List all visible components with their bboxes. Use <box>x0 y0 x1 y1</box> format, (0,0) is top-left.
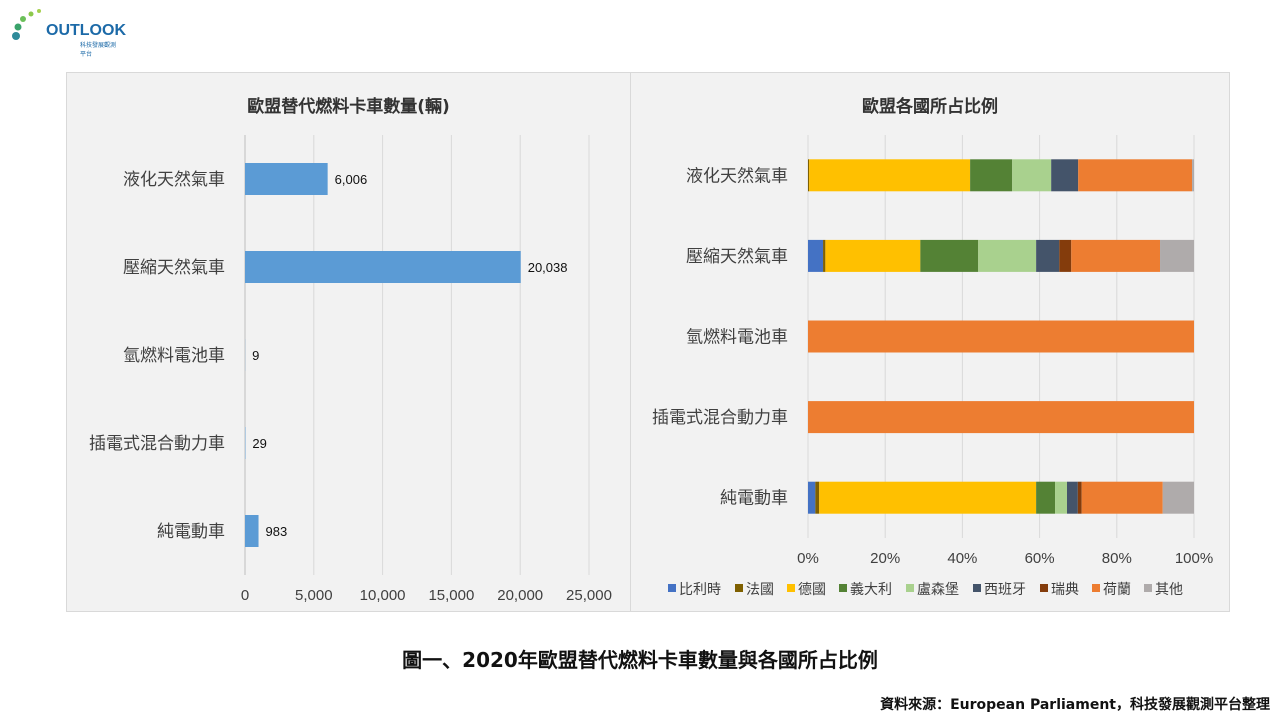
x-tick-label: 40% <box>947 550 977 567</box>
y-tick-label: 氫燃料電池車 <box>123 346 225 366</box>
bar-segment-荷蘭 <box>1081 481 1163 514</box>
bar-segment-其他 <box>1192 159 1194 192</box>
legend-label: 法國 <box>746 582 774 598</box>
bar-segment-荷蘭 <box>1071 239 1161 272</box>
legend-swatch <box>1092 584 1100 592</box>
legend-label: 西班牙 <box>984 582 1026 598</box>
bar-segment-其他 <box>1160 239 1194 272</box>
bar-segment-西班牙 <box>1036 239 1060 272</box>
bar-segment-西班牙 <box>1051 159 1079 192</box>
legend-swatch <box>668 584 676 592</box>
data-label: 6,006 <box>335 172 368 187</box>
bar-segment-盧森堡 <box>978 239 1037 272</box>
left-chart-title: 歐盟替代燃料卡車數量(輛) <box>247 97 450 117</box>
source-note: 資料來源：European Parliament，科技發展觀測平台整理 <box>880 697 1270 713</box>
y-tick-label: 純電動車 <box>157 522 225 542</box>
y-tick-label: 液化天然氣車 <box>123 170 225 190</box>
logo-subtitle: 科技發展觀測平台 <box>80 42 117 58</box>
right-chart-title: 歐盟各國所占比例 <box>862 97 998 117</box>
bar <box>245 515 259 547</box>
logo-text: OUTLOOK <box>46 22 126 39</box>
bar-segment-德國 <box>809 159 971 192</box>
bar-segment-其他 <box>1162 481 1194 514</box>
legend-swatch <box>1040 584 1048 592</box>
x-tick-label: 20,000 <box>497 587 543 604</box>
bar-segment-法國 <box>823 239 826 272</box>
bar-segment-荷蘭 <box>808 320 1194 353</box>
x-tick-label: 60% <box>1025 550 1055 567</box>
y-tick-label: 插電式混合動力車 <box>89 434 225 454</box>
bar-segment-法國 <box>808 159 810 192</box>
x-tick-label: 20% <box>870 550 900 567</box>
legend-swatch <box>973 584 981 592</box>
legend-swatch <box>735 584 743 592</box>
legend-label: 其他 <box>1155 582 1183 598</box>
bar-segment-義大利 <box>970 159 1013 192</box>
data-label: 20,038 <box>528 260 568 275</box>
y-tick-label: 氫燃料電池車 <box>686 328 788 348</box>
y-tick-label: 插電式混合動力車 <box>652 408 788 428</box>
x-tick-label: 0 <box>241 587 249 604</box>
legend-label: 比利時 <box>679 582 721 598</box>
legend-label: 荷蘭 <box>1103 582 1131 598</box>
data-label: 29 <box>252 436 266 451</box>
figure-caption: 圖一、2020年歐盟替代燃料卡車數量與各國所占比例 <box>402 648 878 672</box>
data-label: 983 <box>266 524 288 539</box>
x-tick-label: 25,000 <box>566 587 612 604</box>
bar-segment-法國 <box>815 481 820 514</box>
x-tick-label: 80% <box>1102 550 1132 567</box>
bar <box>245 163 328 195</box>
legend-swatch <box>906 584 914 592</box>
legend-label: 德國 <box>798 582 826 598</box>
bar-segment-德國 <box>825 239 921 272</box>
bar-segment-西班牙 <box>1067 481 1078 514</box>
outlook-logo: OUTLOOK 科技發展觀測平台 <box>10 6 126 58</box>
bar-segment-義大利 <box>920 239 979 272</box>
x-tick-label: 100% <box>1175 550 1213 567</box>
bar-segment-荷蘭 <box>808 401 1194 434</box>
legend-label: 盧森堡 <box>917 582 959 598</box>
legend-swatch <box>787 584 795 592</box>
bar-segment-比利時 <box>808 481 816 514</box>
bar-segment-瑞典 <box>1077 481 1082 514</box>
legend-swatch <box>1144 584 1152 592</box>
x-tick-label: 15,000 <box>428 587 474 604</box>
y-tick-label: 純電動車 <box>720 489 788 509</box>
y-tick-label: 液化天然氣車 <box>686 166 788 186</box>
y-tick-label: 壓縮天然氣車 <box>123 258 225 278</box>
bar <box>245 251 521 283</box>
left-chart-panel <box>66 72 631 612</box>
bar-segment-盧森堡 <box>1055 481 1068 514</box>
logo-swirl-icon <box>12 9 41 40</box>
legend-label: 瑞典 <box>1051 582 1079 598</box>
y-tick-label: 壓縮天然氣車 <box>686 247 788 267</box>
x-tick-label: 10,000 <box>360 587 406 604</box>
data-label: 9 <box>252 348 259 363</box>
legend-label: 義大利 <box>850 581 892 598</box>
bar-segment-盧森堡 <box>1012 159 1052 192</box>
x-tick-label: 5,000 <box>295 587 333 604</box>
x-tick-label: 0% <box>797 550 819 567</box>
bar-segment-義大利 <box>1036 481 1056 514</box>
bar-segment-比利時 <box>808 239 824 272</box>
bar-segment-荷蘭 <box>1078 159 1193 192</box>
bar-segment-瑞典 <box>1059 239 1072 272</box>
legend-swatch <box>839 584 847 592</box>
bar-segment-德國 <box>819 481 1037 514</box>
